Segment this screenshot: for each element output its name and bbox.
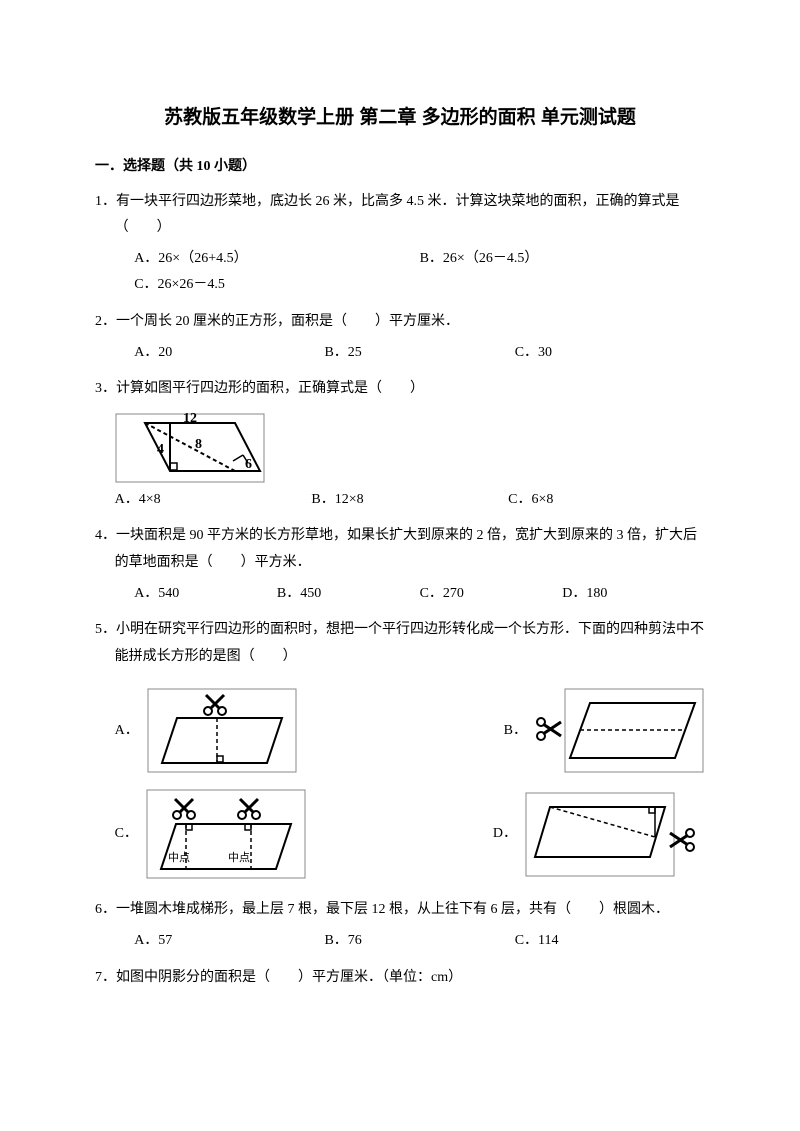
section-heading: 一．选择题（共 10 小题） xyxy=(95,154,705,181)
q2-opt-a: A．20 xyxy=(134,340,324,367)
q5-opt-b: B． xyxy=(504,718,527,745)
q5-opt-c: C． xyxy=(115,821,138,848)
question-5: 5．小明在研究平行四边形的面积时，想把一个平行四边形转化成一个长方形．下面的四种… xyxy=(95,617,705,670)
question-4: 4．一块面积是 90 平方米的长方形草地，如果长扩大到原来的 2 倍，宽扩大到原… xyxy=(95,523,705,607)
question-6: 6．一堆圆木堆成梯形，最上层 7 根，最下层 12 根，从上往下有 6 层，共有… xyxy=(95,897,705,954)
q3-opt-c: C．6×8 xyxy=(508,487,705,514)
q6-opt-a: A．57 xyxy=(134,928,324,955)
q4-opt-c: C．270 xyxy=(420,581,563,608)
q6-opt-b: B．76 xyxy=(324,928,514,955)
q5-figs-row2: C． 中点 中点 D． xyxy=(95,781,705,887)
q6-opt-c: C．114 xyxy=(515,928,705,955)
q1-opt-a: A．26×（26+4.5） xyxy=(134,246,419,273)
q3-label-mid: 8 xyxy=(195,437,202,452)
q3-label-right: 6 xyxy=(245,457,252,472)
q4-opt-a: A．540 xyxy=(134,581,277,608)
q6-text: 6．一堆圆木堆成梯形，最上层 7 根，最下层 12 根，从上往下有 6 层，共有… xyxy=(115,897,705,924)
q3-opt-b: B．12×8 xyxy=(311,487,508,514)
q1-opt-c: C．26×26－4.5 xyxy=(134,272,225,299)
q3-label-top: 12 xyxy=(183,413,197,426)
q4-opt-b: B．450 xyxy=(277,581,420,608)
q3-text: 3．计算如图平行四边形的面积，正确算式是（ ） xyxy=(115,376,705,403)
question-2: 2．一个周长 20 厘米的正方形，面积是（ ）平方厘米． A．20 B．25 C… xyxy=(95,309,705,366)
question-7: 7．如图中阴影分的面积是（ ）平方厘米．（单位：cm） xyxy=(95,965,705,992)
question-1: 1．有一块平行四边形菜地，底边长 26 米，比高多 4.5 米．计算这块菜地的面… xyxy=(95,189,705,299)
q3-opt-a: A．4×8 xyxy=(115,487,312,514)
svg-text:中点: 中点 xyxy=(228,851,250,864)
q5-fig-d xyxy=(525,792,705,877)
q5-fig-a xyxy=(147,688,297,773)
q4-text: 4．一块面积是 90 平方米的长方形草地，如果长扩大到原来的 2 倍，宽扩大到原… xyxy=(115,523,705,576)
q3-figure: 12 8 4 6 xyxy=(115,413,705,483)
q1-opt-b: B．26×（26－4.5） xyxy=(420,246,705,273)
q5-figs-row1: A． B． xyxy=(95,680,705,781)
q5-text: 5．小明在研究平行四边形的面积时，想把一个平行四边形转化成一个长方形．下面的四种… xyxy=(115,617,705,670)
q5-fig-c: 中点 中点 xyxy=(146,789,306,879)
q4-opt-d: D．180 xyxy=(562,581,705,608)
page-title: 苏教版五年级数学上册 第二章 多边形的面积 单元测试题 xyxy=(95,100,705,136)
q7-text: 7．如图中阴影分的面积是（ ）平方厘米．（单位：cm） xyxy=(115,965,705,992)
svg-text:中点: 中点 xyxy=(168,851,190,864)
q2-opt-b: B．25 xyxy=(324,340,514,367)
q5-fig-b xyxy=(535,688,705,773)
q3-label-left: 4 xyxy=(157,442,164,457)
q5-opt-a: A． xyxy=(115,718,139,745)
question-3: 3．计算如图平行四边形的面积，正确算式是（ ） xyxy=(95,376,705,403)
q1-text: 1．有一块平行四边形菜地，底边长 26 米，比高多 4.5 米．计算这块菜地的面… xyxy=(115,189,705,242)
q2-text: 2．一个周长 20 厘米的正方形，面积是（ ）平方厘米． xyxy=(115,309,705,336)
q2-opt-c: C．30 xyxy=(515,340,705,367)
q5-opt-d: D． xyxy=(493,821,517,848)
